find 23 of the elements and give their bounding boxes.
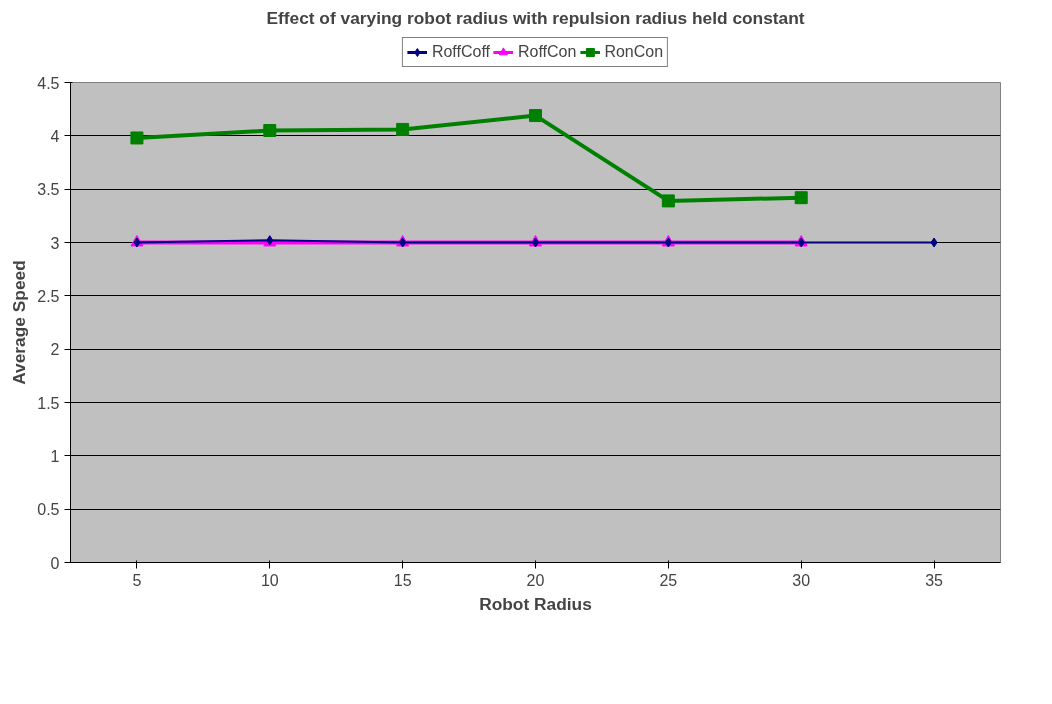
x-tick-label: 35 <box>925 571 944 589</box>
y-tick-label: 1 <box>50 447 60 465</box>
y-tick-label: 2.5 <box>37 287 60 305</box>
y-tick-label: 4.5 <box>37 74 60 92</box>
x-tick-label: 5 <box>132 571 142 589</box>
x-tick-label: 20 <box>526 571 545 589</box>
chart-title: Effect of varying robot radius with repulsion radius held constant <box>266 7 805 28</box>
x-tick-label: 25 <box>659 571 678 589</box>
legend-label: RonCon <box>604 43 664 61</box>
y-tick-label: 4 <box>50 127 60 145</box>
x-tick-label: 10 <box>260 571 279 589</box>
y-tick-label: 0 <box>50 554 60 572</box>
x-tick-label: 15 <box>393 571 412 589</box>
y-tick-label: 0.5 <box>37 501 60 519</box>
y-tick-label: 2 <box>50 341 60 359</box>
y-tick-label: 3.5 <box>37 181 60 199</box>
y-axis-title: Average Speed <box>9 260 30 385</box>
x-axis-title: Robot Radius <box>479 593 592 614</box>
legend-label: RoffCoff <box>431 43 490 61</box>
x-tick-label: 30 <box>792 571 811 589</box>
y-tick-label: 1.5 <box>37 394 60 412</box>
y-tick-label: 3 <box>50 234 60 252</box>
legend-label: RoffCon <box>518 43 577 61</box>
